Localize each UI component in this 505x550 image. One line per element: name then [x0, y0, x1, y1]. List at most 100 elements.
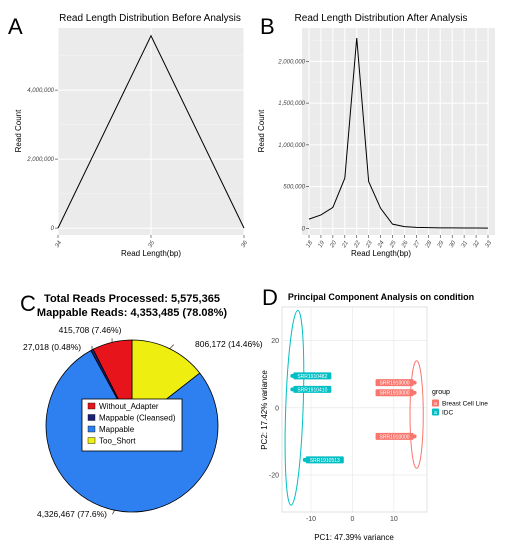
- x-tick-label: -10: [306, 516, 316, 523]
- chart-d-grid: [282, 307, 427, 512]
- x-tick-label: 22: [353, 240, 362, 250]
- legend-swatch: [87, 402, 96, 410]
- x-tick-label: 28: [424, 240, 433, 250]
- point-label-box: [375, 389, 414, 397]
- chart-a-y-ticks: 0 2,000,000 4,000,000: [26, 88, 58, 232]
- chart-d-x-ticks: -10 0 10: [306, 516, 398, 523]
- x-tick-label: 21: [341, 240, 350, 250]
- x-tick-label: 0: [350, 516, 354, 523]
- chart-b: Read Length Distribution After Analysis …: [257, 13, 495, 258]
- panel-letter-d: D: [262, 285, 278, 310]
- chart-d-legend: group a Breast Cell Line a IDC: [432, 389, 488, 417]
- chart-b-title: Read Length Distribution After Analysis: [295, 13, 468, 24]
- slice-label: 4,326,467 (77.6%): [37, 509, 107, 519]
- point-label-box: [375, 432, 414, 440]
- x-tick-label: 24: [377, 240, 386, 250]
- chart-d-ellipses: [284, 309, 424, 506]
- x-tick-label: 26: [401, 240, 410, 250]
- legend-swatch-letter: a: [434, 410, 437, 416]
- x-tick-label: 30: [449, 240, 458, 249]
- y-tick-label: 0: [302, 226, 306, 232]
- point-label: SRR1910410: [297, 387, 327, 393]
- x-tick-label: 29: [436, 240, 445, 250]
- panel-letter-c: C: [20, 291, 36, 316]
- chart-c-legend: Without_Adapter Mappable (Cleansed) Mappab…: [81, 398, 183, 452]
- legend-swatch: [87, 425, 96, 433]
- point-label-box: [375, 379, 414, 387]
- x-tick-label: 18: [306, 240, 315, 249]
- x-tick-label: 36: [241, 240, 250, 249]
- chart-a-grid: [57, 28, 245, 235]
- x-tick-label: 33: [485, 240, 494, 249]
- chart-d: Principal Component Analysis on conditio…: [260, 292, 488, 542]
- slice-leader-line: [169, 344, 174, 349]
- chart-d-points: SRR1910000 SRR1910000 SRR1910000 SRR1910482…: [290, 372, 417, 464]
- chart-a-title: Read Length Distribution Before Analysis: [59, 13, 241, 24]
- x-tick-label: 34: [55, 240, 64, 249]
- x-tick-label: 23: [365, 240, 374, 250]
- y-tick-label: 4,000,000: [27, 88, 54, 94]
- chart-b-x-ticks: 18 19 20 21 22 23 24 25 26 27 28 29 30 31 32 33: [306, 235, 494, 250]
- panel-letter-a: A: [8, 14, 23, 39]
- y-tick-label: 20: [271, 338, 279, 345]
- point-label: SRR1910000: [380, 434, 410, 440]
- legend-swatch: [87, 414, 96, 421]
- y-tick-label: 0: [51, 226, 55, 232]
- point-label: SRR1910482: [297, 374, 327, 380]
- legend-label: Without_Adapter: [99, 402, 159, 411]
- group-ellipse: [409, 360, 424, 469]
- x-tick-label: 35: [148, 240, 157, 249]
- legend-swatch: [432, 399, 439, 407]
- x-tick-label: 25: [389, 240, 398, 250]
- y-tick-label: 1,500,000: [278, 101, 305, 107]
- slice-label: 806,172 (14.46%): [195, 339, 263, 349]
- y-tick-label: 2,000,000: [277, 59, 305, 65]
- x-tick-label: 20: [329, 240, 338, 250]
- x-tick-label: 19: [318, 240, 327, 249]
- legend-label: Too_Short: [99, 437, 136, 446]
- point-label-box: [305, 456, 344, 464]
- chart-c-title: Total Reads Processed: 5,575,365: [44, 293, 220, 305]
- slice-leader-line: [112, 510, 115, 515]
- chart-d-title: Principal Component Analysis on conditio…: [288, 292, 474, 302]
- y-tick-label: 1,000,000: [278, 143, 305, 149]
- legend-label: Breast Cell Line: [442, 401, 488, 408]
- y-tick-label: 0: [275, 405, 279, 412]
- chart-a-ylabel: Read Count: [14, 109, 23, 152]
- y-tick-label: 500,000: [283, 185, 305, 191]
- slice-label: 27,018 (0.48%): [23, 342, 81, 352]
- chart-b-ylabel: Read Count: [257, 109, 266, 152]
- legend-swatch: [87, 437, 96, 444]
- legend-swatch: [432, 408, 439, 416]
- point-label-box: [293, 385, 332, 393]
- legend-label: Mappable (Cleansed): [99, 414, 176, 423]
- legend-label: Mappable: [99, 425, 135, 434]
- chart-a: Read Length Distribution Before Analysis…: [14, 13, 249, 258]
- y-tick-label: -20: [269, 473, 279, 480]
- chart-b-xlabel: Read Length(bp): [351, 249, 411, 258]
- legend-box: [81, 398, 183, 452]
- chart-c: Total Reads Processed: 5,575,365 Mappabl…: [23, 293, 263, 519]
- chart-b-plot-bg: [302, 28, 495, 235]
- x-tick-label: 10: [390, 516, 398, 523]
- point-label: SRR1910000: [380, 391, 410, 397]
- chart-b-y-ticks: 0 500,000 1,000,000 1,500,000 2,000,000: [277, 59, 309, 232]
- panel-letter-b: B: [260, 14, 275, 39]
- chart-d-legend-title: group: [432, 389, 450, 396]
- chart-c-slice-labels: 415,708 (7.46%) 27,018 (0.48%) 4,326,467 (…: [23, 325, 263, 519]
- chart-d-xlabel: PC1: 47.39% variance: [314, 533, 394, 542]
- chart-d-ylabel: PC2: 17.42% variance: [260, 370, 269, 450]
- chart-a-x-ticks: 34 35 36: [55, 235, 250, 249]
- chart-a-series-line: [57, 34, 245, 229]
- x-tick-label: 27: [412, 240, 421, 250]
- slice-label: 415,708 (7.46%): [59, 325, 122, 335]
- chart-b-grid: [308, 28, 489, 235]
- chart-b-series-line: [308, 37, 489, 229]
- x-tick-label: 32: [473, 240, 482, 249]
- legend-label: IDC: [442, 410, 454, 417]
- chart-a-xlabel: Read Length(bp): [121, 249, 181, 258]
- x-tick-label: 31: [461, 240, 470, 249]
- chart-c-subtitle: Mappable Reads: 4,353,485 (78.08%): [37, 307, 227, 319]
- point-label: SRR1910513: [310, 458, 340, 464]
